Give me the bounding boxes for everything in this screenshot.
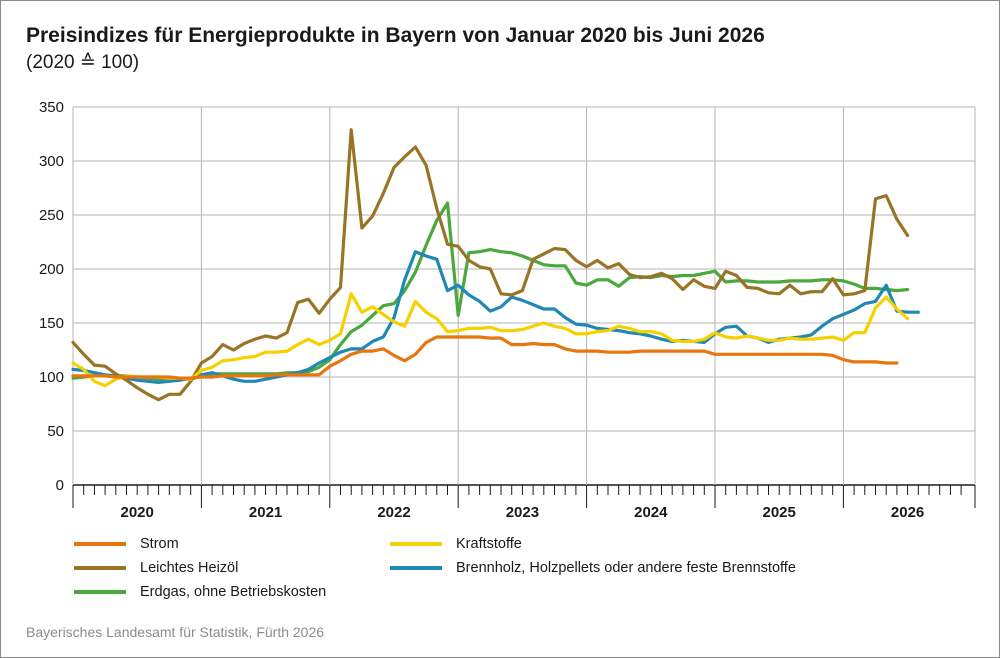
legend-item: Strom (74, 536, 179, 552)
y-tick-label: 350 (39, 99, 64, 116)
y-tick-label: 0 (56, 477, 64, 494)
x-tick-label-year: 2020 (121, 504, 154, 521)
x-tick-label-year: 2022 (377, 504, 410, 521)
series-line-1 (71, 292, 910, 388)
y-tick-label: 300 (39, 153, 64, 170)
legend-label: Erdgas, ohne Betriebskosten (140, 584, 327, 600)
y-tick-label: 50 (47, 423, 64, 440)
legend-label: Kraftstoffe (456, 536, 522, 552)
x-axis: 2020 2021 2022 2023 2024 2025 2026 (72, 485, 976, 521)
y-tick-label: 250 (39, 207, 64, 224)
x-tick-label-year: 2025 (763, 504, 796, 521)
y-tick-label: 200 (39, 261, 64, 278)
legend-label: Brennholz, Holzpellets oder andere feste… (456, 560, 796, 576)
legend-swatch (74, 590, 126, 594)
legend-swatch (74, 542, 126, 546)
y-axis-ticks: 0 50 100 150 200 250 300 350 (39, 99, 64, 494)
legend-swatch (390, 566, 442, 570)
legend: Strom Kraftstoffe Leichtes Heizöl Brennholz… (74, 536, 974, 616)
x-tick-label-year: 2026 (891, 504, 924, 521)
grid-lines (72, 106, 976, 486)
x-tick-label-year: 2021 (249, 504, 282, 521)
legend-item: Brennholz, Holzpellets oder andere feste… (390, 560, 796, 576)
series-lines (71, 128, 920, 402)
y-tick-label: 150 (39, 315, 64, 332)
source-note: Bayerisches Landesamt für Statistik, Für… (26, 624, 325, 640)
series-line-2 (71, 128, 910, 402)
legend-item: Kraftstoffe (390, 536, 522, 552)
legend-item: Leichtes Heizöl (74, 560, 238, 576)
y-tick-label: 100 (39, 369, 64, 386)
legend-item: Erdgas, ohne Betriebskosten (74, 584, 326, 600)
legend-swatch (390, 542, 442, 546)
x-tick-label-year: 2024 (634, 504, 668, 521)
legend-label: Strom (140, 536, 179, 552)
legend-swatch (74, 566, 126, 570)
x-tick-label-year: 2023 (506, 504, 539, 521)
chart-title: Preisindizes für Energieprodukte in Baye… (26, 24, 765, 47)
chart-subtitle: (2020 ≙ 100) (26, 52, 140, 73)
series-line-0 (71, 335, 899, 380)
legend-label: Leichtes Heizöl (140, 560, 239, 576)
